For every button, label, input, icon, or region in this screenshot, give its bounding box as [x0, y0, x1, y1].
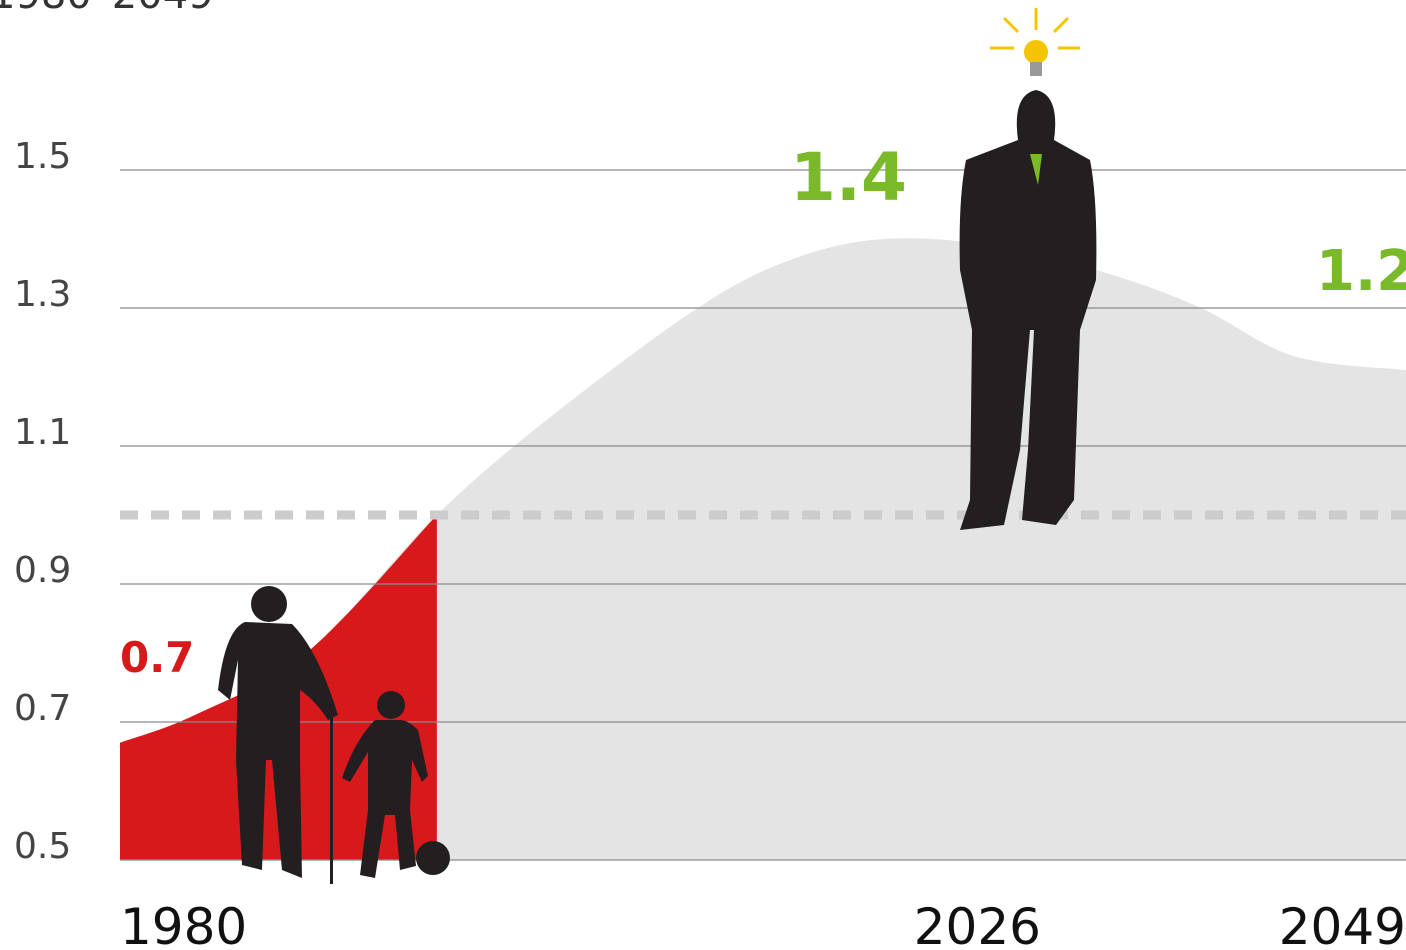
annotation: 1.4 [790, 139, 907, 216]
figures [218, 8, 1097, 884]
y-tick-label: 1.5 [14, 136, 71, 177]
y-tick-label: 0.7 [14, 688, 71, 729]
y-tick-label: 1.3 [14, 274, 71, 315]
businessman-silhouette [959, 90, 1097, 530]
subtitle: 1980–2049 [0, 0, 214, 18]
old-man-silhouette [218, 586, 338, 884]
y-tick-label: 1.1 [14, 412, 71, 453]
x-tick-label: 2026 [914, 898, 1041, 950]
areas [120, 238, 1406, 861]
x-tick-label: 1980 [120, 898, 247, 950]
area [120, 238, 1406, 861]
child-silhouette [342, 691, 450, 878]
y-tick-label: 0.5 [14, 826, 71, 867]
x-tick-label: 2049 [1279, 898, 1406, 950]
light-bulb [990, 8, 1080, 76]
annotation: 1.2 [1316, 239, 1406, 304]
grid [120, 169, 1406, 861]
y-tick-label: 0.9 [14, 550, 71, 591]
annotation: 0.7 [120, 633, 194, 682]
